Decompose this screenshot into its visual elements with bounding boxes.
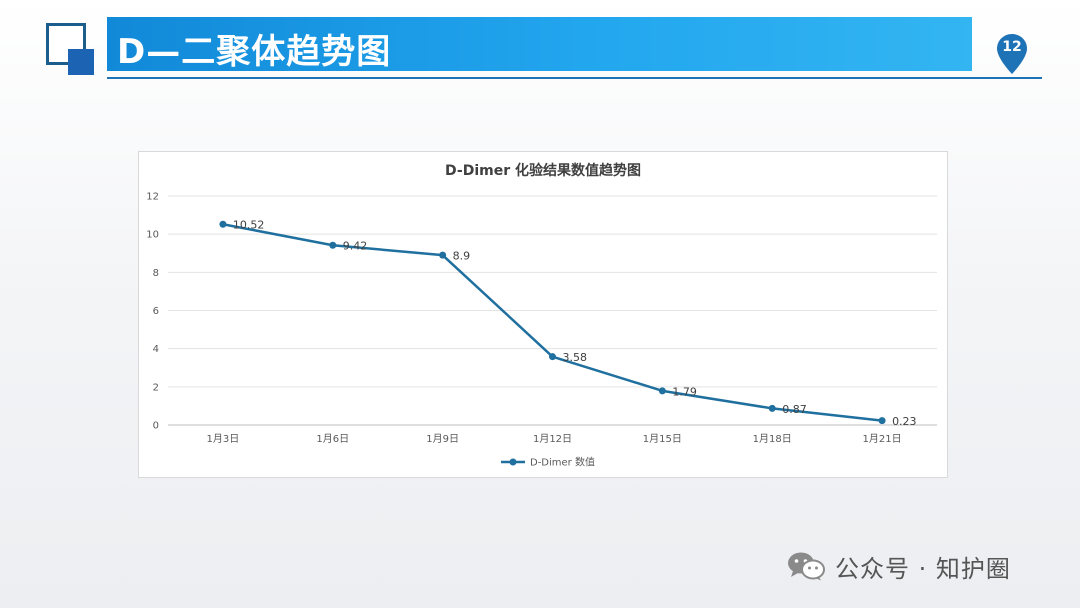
map-pin-icon	[997, 34, 1027, 74]
data-point	[219, 220, 227, 228]
data-label: 0.23	[892, 415, 917, 428]
x-tick-label: 1月12日	[533, 433, 572, 445]
x-tick-label: 1月21日	[863, 433, 902, 445]
title-bar: D—二聚体趋势图	[107, 17, 972, 72]
logo-mark	[46, 23, 94, 75]
logo-outline-square	[46, 23, 86, 65]
chart-title: D-Dimer 化验结果数值趋势图	[445, 162, 641, 179]
legend-label: D-Dimer 数值	[530, 456, 595, 469]
watermark: 公众号 · 知护圈	[787, 549, 1011, 583]
y-tick-label: 0	[153, 421, 159, 432]
y-tick-label: 6	[153, 306, 159, 317]
page-number: 12	[1002, 39, 1022, 55]
data-point	[329, 241, 337, 249]
y-tick-label: 12	[146, 192, 159, 203]
x-axis-ticks: 1月3日 1月6日 1月9日 1月12日 1月15日 1月18日 1月21日	[207, 433, 902, 445]
data-point	[658, 387, 666, 395]
logo-filled-square	[68, 49, 94, 75]
slide-title: D—二聚体趋势图	[117, 32, 392, 72]
data-label: 3.58	[563, 351, 588, 364]
data-labels: 10.52 9.42 8.9 3.58 1.79 0.87 0.23	[233, 219, 917, 428]
chart-legend: D-Dimer 数值	[501, 456, 595, 469]
y-tick-label: 4	[153, 344, 159, 355]
y-tick-label: 2	[153, 382, 159, 393]
data-label: 0.87	[782, 403, 807, 416]
data-point	[768, 404, 776, 412]
title-underline	[107, 77, 1042, 79]
wechat-icon	[788, 552, 825, 581]
page-number-badge: 12	[996, 33, 1028, 75]
data-point	[878, 417, 886, 425]
data-point	[549, 353, 556, 361]
data-label: 8.9	[453, 250, 471, 263]
y-axis-ticks: 0 2 4 6 8 10 12	[146, 192, 159, 432]
data-label: 10.52	[233, 219, 265, 232]
line-chart: D-Dimer 化验结果数值趋势图 0 2 4 6 8 10 12 1月3日 1月6日 1月9日…	[146, 162, 937, 469]
x-tick-label: 1月9日	[426, 433, 459, 445]
series-line	[222, 223, 883, 422]
y-tick-label: 10	[146, 230, 159, 241]
chart-card: D-Dimer 化验结果数值趋势图 0 2 4 6 8 10 12 1月3日 1月6日 1月9日…	[138, 151, 948, 478]
data-point	[439, 251, 447, 259]
series-group	[219, 220, 886, 425]
x-tick-label: 1月15日	[643, 433, 682, 445]
legend-marker	[509, 458, 517, 466]
x-tick-label: 1月3日	[207, 433, 240, 445]
data-label: 9.42	[343, 240, 368, 253]
x-tick-label: 1月6日	[316, 433, 349, 445]
data-label: 1.79	[672, 385, 697, 398]
x-tick-label: 1月18日	[753, 433, 792, 445]
y-tick-label: 8	[153, 268, 159, 279]
chart-gridlines	[168, 195, 937, 426]
watermark-text: 公众号 · 知护圈	[835, 554, 1011, 583]
